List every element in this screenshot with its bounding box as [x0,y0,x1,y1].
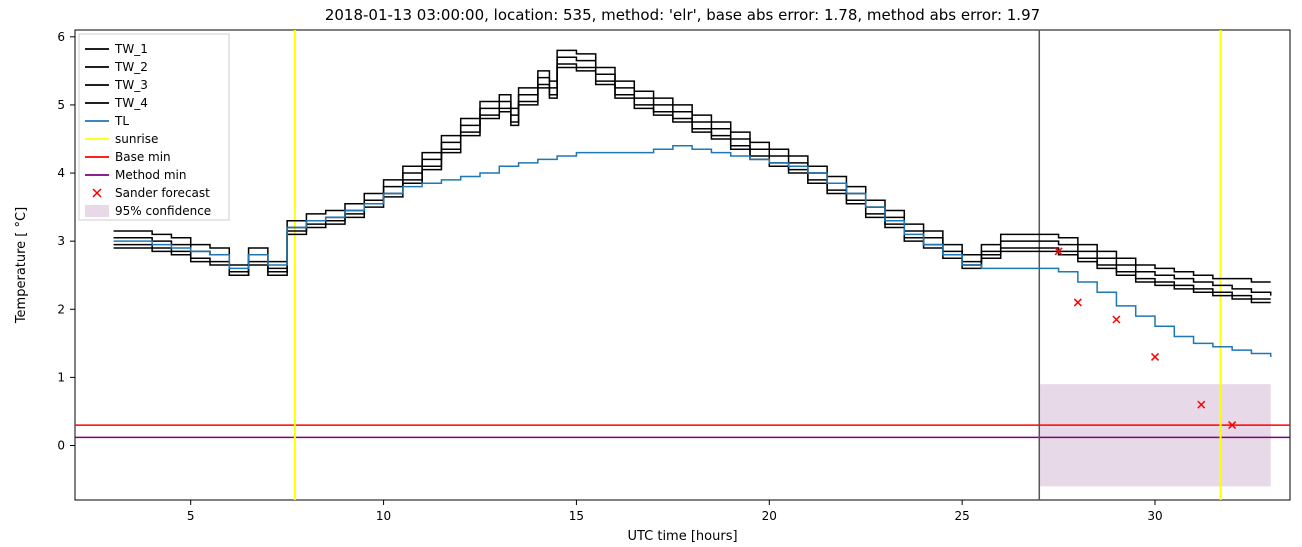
xtick-label: 5 [187,509,195,523]
temperature-chart: 5 10 15 20 25 30 0 1 2 3 4 5 6 UTC time [hours] Temper… [0,0,1302,547]
xtick-label: 20 [762,509,777,523]
ytick-label: 3 [57,234,65,248]
x-axis-label: UTC time [hours] [627,529,737,544]
ytick-label: 5 [57,98,65,112]
y-axis-label: Temperature [ °C] [14,207,29,324]
legend-label: TW_2 [114,60,148,74]
xtick-label: 30 [1147,509,1162,523]
legend-label: Base min [115,150,171,164]
ytick-label: 4 [57,166,65,180]
chart-title: 2018-01-13 03:00:00, location: 535, meth… [325,6,1040,24]
xtick-label: 15 [569,509,584,523]
legend-label: Method min [115,168,186,182]
confidence-band [1039,384,1270,486]
xtick-label: 25 [955,509,970,523]
ytick-label: 6 [57,30,65,44]
ytick-label: 2 [57,302,65,316]
legend-label: TW_1 [114,42,148,56]
legend: TW_1 TW_2 TW_3 TW_4 TL sunrise Base min Method … [79,34,229,220]
legend-label: Sander forecast [115,186,210,200]
ytick-label: 1 [57,370,65,384]
ytick-label: 0 [57,439,65,453]
legend-label: TW_3 [114,78,148,92]
chart-container: 5 10 15 20 25 30 0 1 2 3 4 5 6 UTC time [hours] Temper… [0,0,1302,547]
legend-label: TL [114,114,129,128]
legend-label: TW_4 [114,96,148,110]
legend-label: sunrise [115,132,158,146]
legend-label: 95% confidence [115,204,211,218]
legend-swatch [85,205,109,217]
xtick-label: 10 [376,509,391,523]
